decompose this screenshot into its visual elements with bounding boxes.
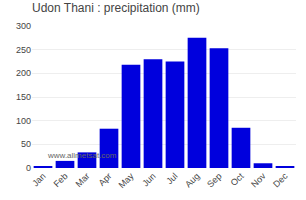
- svg-text:Jun: Jun: [140, 171, 157, 188]
- svg-text:Aug: Aug: [183, 171, 201, 189]
- svg-text:Udon Thani : precipitation (mm: Udon Thani : precipitation (mm): [32, 1, 200, 15]
- svg-text:Mar: Mar: [74, 171, 92, 189]
- svg-text:250: 250: [16, 45, 31, 55]
- svg-text:200: 200: [16, 68, 31, 78]
- svg-text:Jul: Jul: [164, 171, 179, 186]
- svg-text:www.allmetsat.com: www.allmetsat.com: [47, 151, 117, 160]
- svg-text:Nov: Nov: [249, 171, 268, 190]
- svg-text:0: 0: [26, 163, 31, 173]
- svg-text:Dec: Dec: [271, 171, 290, 190]
- svg-text:Jan: Jan: [30, 171, 47, 188]
- svg-text:Sep: Sep: [205, 171, 223, 189]
- svg-text:50: 50: [21, 139, 31, 149]
- svg-text:300: 300: [16, 21, 31, 31]
- svg-text:Apr: Apr: [97, 171, 114, 188]
- svg-text:Feb: Feb: [52, 171, 70, 189]
- svg-text:150: 150: [16, 92, 31, 102]
- svg-text:Oct: Oct: [229, 171, 246, 188]
- svg-text:100: 100: [16, 116, 31, 126]
- svg-text:May: May: [116, 171, 135, 190]
